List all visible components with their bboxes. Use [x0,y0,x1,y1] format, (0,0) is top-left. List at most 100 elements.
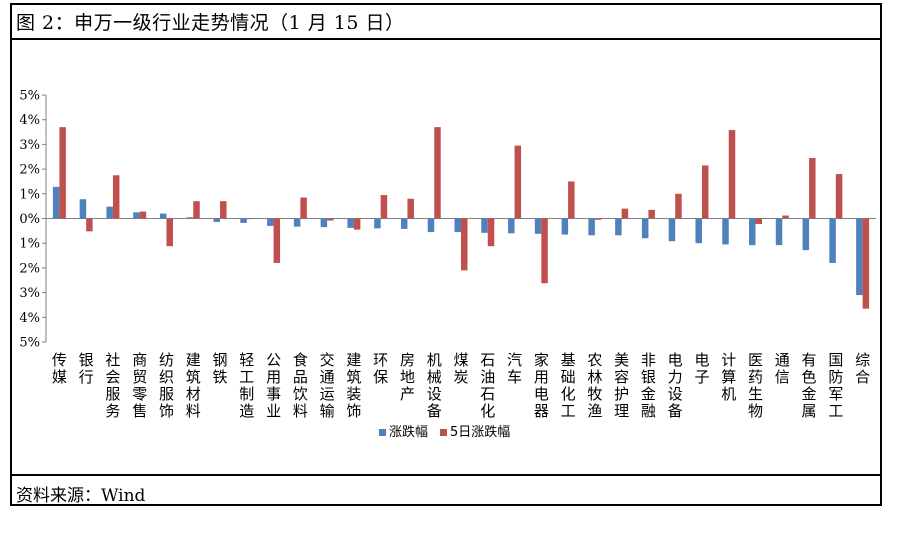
bar-daily-change [240,218,247,223]
bar-daily-change [374,218,381,229]
bar-5day-change [461,218,468,271]
bar-daily-change [615,218,622,236]
legend-swatch-daily [379,429,386,436]
x-category-label: 非银金融 [641,351,656,420]
x-category-label: 机械设备 [427,351,442,420]
bar-daily-change [106,206,113,219]
bar-5day-change [621,208,629,219]
bar-daily-change [293,218,301,227]
bar-daily-change [668,218,676,242]
x-category-label: 轻工制造 [239,351,254,420]
bar-daily-change [481,218,488,233]
bar-5day-change [514,145,522,219]
x-category-label: 石油石化 [480,351,495,420]
bar-5day-change [327,218,334,221]
x-category-label: 美容护理 [614,351,629,420]
bar-5day-change [220,201,227,219]
x-category-label: 商贸零售 [132,351,147,420]
y-tick-label: 4% [19,113,40,128]
x-category-label: 通信 [775,351,790,386]
bar-daily-change [695,218,702,244]
bar-daily-change [588,218,595,236]
x-category-label: 社会服务 [105,351,120,420]
bar-5day-change [407,198,414,219]
x-category-label: 食品饮料 [293,351,308,420]
bar-5day-change [782,215,789,219]
bar-daily-change [400,218,408,229]
x-category-label: 汽车 [507,351,522,386]
legend-label-5day: 5日涨跌幅 [450,424,510,440]
bar-daily-change [454,218,461,233]
figure-frame [10,3,882,506]
bar-daily-change [641,218,649,239]
y-tick-label: 1% [19,237,40,252]
x-category-label: 电子 [694,351,709,386]
bar-5day-change [273,218,281,263]
bar-5day-change [487,218,495,247]
bar-5day-change [246,218,254,220]
x-category-label: 有色金属 [802,351,817,420]
bar-daily-change [320,218,328,228]
bar-5day-change [434,127,441,219]
bar-daily-change [856,218,863,296]
bar-5day-change [380,195,388,219]
bar-5day-change [755,218,763,224]
bar-5day-change [59,127,66,219]
bar-5day-change [112,175,120,219]
x-category-label: 计算机 [721,351,736,403]
bar-5day-change [648,209,655,219]
bar-5day-change [568,181,575,219]
x-category-label: 公用事业 [266,351,281,420]
bar-daily-change [186,217,194,219]
y-tick-label: 2% [19,163,40,178]
x-category-label: 建筑装饰 [346,351,361,420]
x-category-label: 交通运输 [320,351,335,420]
bar-5day-change [594,218,602,220]
bar-5day-change [835,174,843,219]
x-category-label: 建筑材料 [186,351,201,420]
bar-5day-change [728,130,736,219]
x-category-label: 钢铁 [213,351,228,386]
bar-daily-change [267,218,274,226]
figure-title: 图 2：申万一级行业走势情况（1 月 15 日） [16,12,405,34]
x-category-label: 传媒 [52,351,67,386]
source-note: 资料来源：Wind [16,486,146,506]
y-tick-label: 3% [19,138,40,153]
bar-daily-change [427,218,435,233]
bar-5day-change [701,165,709,219]
bar-daily-change [213,218,221,222]
x-category-label: 煤炭 [453,351,468,386]
y-tick-label: 2% [19,261,40,276]
bar-daily-change [52,186,60,219]
x-category-label: 房地产 [400,351,415,403]
bar-5day-change [139,211,147,219]
figure-title-bar: 图 2：申万一级行业走势情况（1 月 15 日） [10,3,882,40]
bar-daily-change [534,218,542,234]
bar-5day-change [193,201,200,219]
x-category-label: 银行 [79,351,94,386]
bar-daily-change [829,218,836,263]
y-tick-label: 5% [19,336,40,351]
bar-5day-change [300,197,307,219]
legend-label-daily: 涨跌幅 [389,424,428,440]
source-bar: 资料来源：Wind [10,474,882,506]
y-tick-label: 3% [19,286,40,301]
y-tick-label: 5% [19,89,40,104]
bar-daily-change [347,218,354,228]
bar-daily-change [508,218,515,234]
bar-5day-change [862,218,870,309]
bar-daily-change [749,218,756,246]
bar-5day-change [353,218,361,230]
bar-5day-change [675,193,682,219]
x-category-label: 家用电器 [534,351,549,420]
x-category-label: 纺织服饰 [159,351,174,420]
bar-daily-change [133,212,140,219]
bar-daily-change [775,218,783,246]
bar-daily-change [79,199,87,219]
x-category-label: 综合 [855,351,870,386]
bar-daily-change [802,218,810,251]
bar-5day-change [809,157,816,219]
x-category-label: 基础化工 [561,351,576,420]
x-category-label: 电力设备 [668,351,683,420]
